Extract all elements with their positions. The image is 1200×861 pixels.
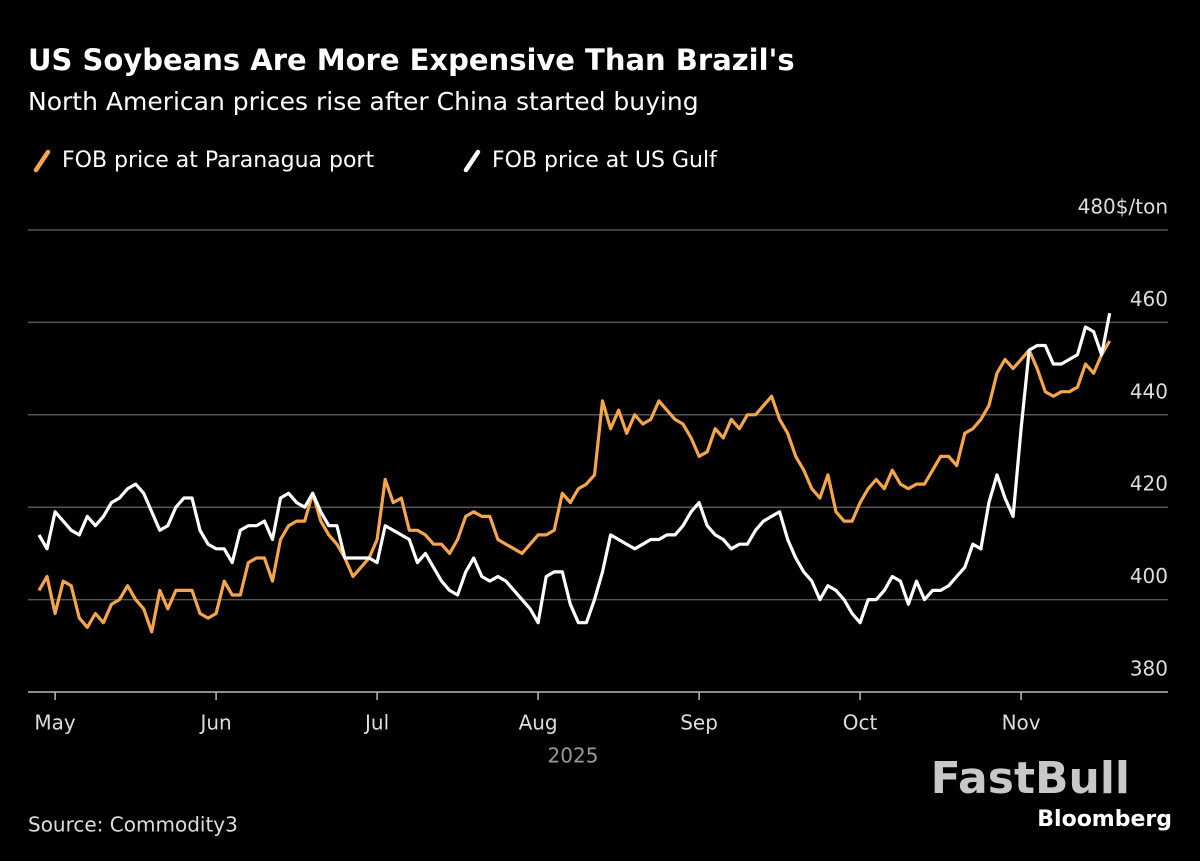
y-tick-label: 380 [1130, 657, 1168, 681]
x-tick-label: Sep [680, 711, 718, 735]
y-tick-label: 460 [1130, 287, 1168, 311]
x-tick-label: Jul [363, 711, 389, 735]
legend-swatch [33, 149, 51, 173]
x-tick-label: Jun [198, 711, 231, 735]
price-line [37, 312, 1112, 625]
y-tick-label: 480$/ton [1078, 195, 1168, 219]
y-tick-label: 440 [1130, 379, 1168, 403]
chart-title: US Soybeans Are More Expensive Than Braz… [28, 43, 795, 77]
x-tick-label: Aug [519, 711, 558, 735]
chart-subtitle: North American prices rise after China s… [28, 87, 699, 116]
x-tick-label: May [34, 711, 76, 735]
price-line [37, 340, 1112, 634]
x-tick-label: Oct [843, 711, 878, 735]
x-tick-label: Nov [1002, 711, 1041, 735]
legend-label: FOB price at Paranagua port [62, 148, 374, 173]
source: Source: Commodity3 [28, 813, 238, 837]
watermark: FastBull [931, 753, 1130, 804]
legend-swatch [463, 149, 481, 173]
legend-label: FOB price at US Gulf [492, 148, 718, 173]
brand: Bloomberg [1037, 807, 1172, 832]
y-tick-label: 400 [1130, 564, 1168, 588]
x-axis-label: 2025 [548, 744, 599, 768]
y-tick-label: 420 [1130, 472, 1168, 496]
